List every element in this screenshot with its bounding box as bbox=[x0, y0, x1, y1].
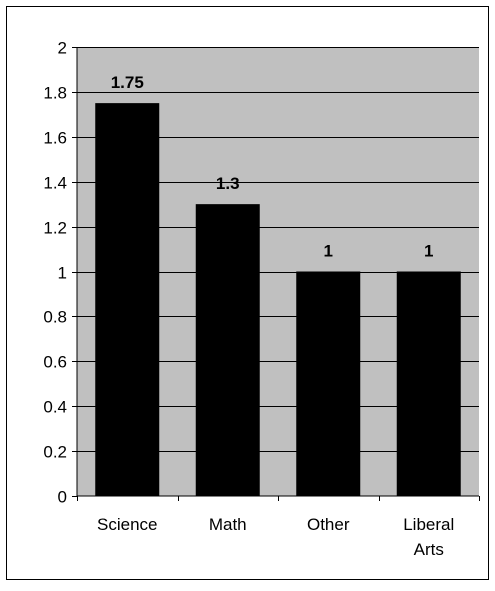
bar-science bbox=[95, 103, 160, 496]
x-tick-label: Liberal bbox=[403, 515, 454, 534]
data-labels: 1.75 1.3 1 1 bbox=[111, 73, 434, 260]
data-label: 1 bbox=[324, 242, 333, 261]
data-label: 1.3 bbox=[216, 174, 240, 193]
data-label: 1.75 bbox=[111, 73, 144, 92]
bar-liberal-arts bbox=[396, 271, 461, 496]
bar-other bbox=[296, 271, 361, 496]
x-tick-label: Other bbox=[307, 515, 350, 534]
bar-math bbox=[195, 204, 260, 496]
data-label: 1 bbox=[424, 242, 433, 261]
y-tick-label: 1.4 bbox=[43, 174, 67, 193]
x-tick-label: Math bbox=[209, 515, 247, 534]
y-tick-label: 1 bbox=[58, 264, 67, 283]
y-tick-label: 0.8 bbox=[43, 308, 67, 327]
x-tick-label: Science bbox=[97, 515, 157, 534]
x-axis-ticks: Science Math Other Liberal Arts bbox=[77, 496, 480, 559]
y-axis-ticks: 0 0.2 0.4 0.6 0.8 1 1.2 1.4 1.6 1.8 2 bbox=[43, 39, 77, 507]
y-tick-label: 1.8 bbox=[43, 84, 67, 103]
y-tick-label: 0.6 bbox=[43, 353, 67, 372]
bars bbox=[95, 103, 461, 496]
y-tick-label: 0.4 bbox=[43, 398, 67, 417]
y-tick-label: 1.6 bbox=[43, 129, 67, 148]
x-tick-label: Arts bbox=[414, 540, 444, 559]
y-tick-label: 1.2 bbox=[43, 219, 67, 238]
y-tick-label: 0.2 bbox=[43, 443, 67, 462]
y-tick-label: 0 bbox=[58, 488, 67, 507]
y-tick-label: 2 bbox=[58, 39, 67, 58]
